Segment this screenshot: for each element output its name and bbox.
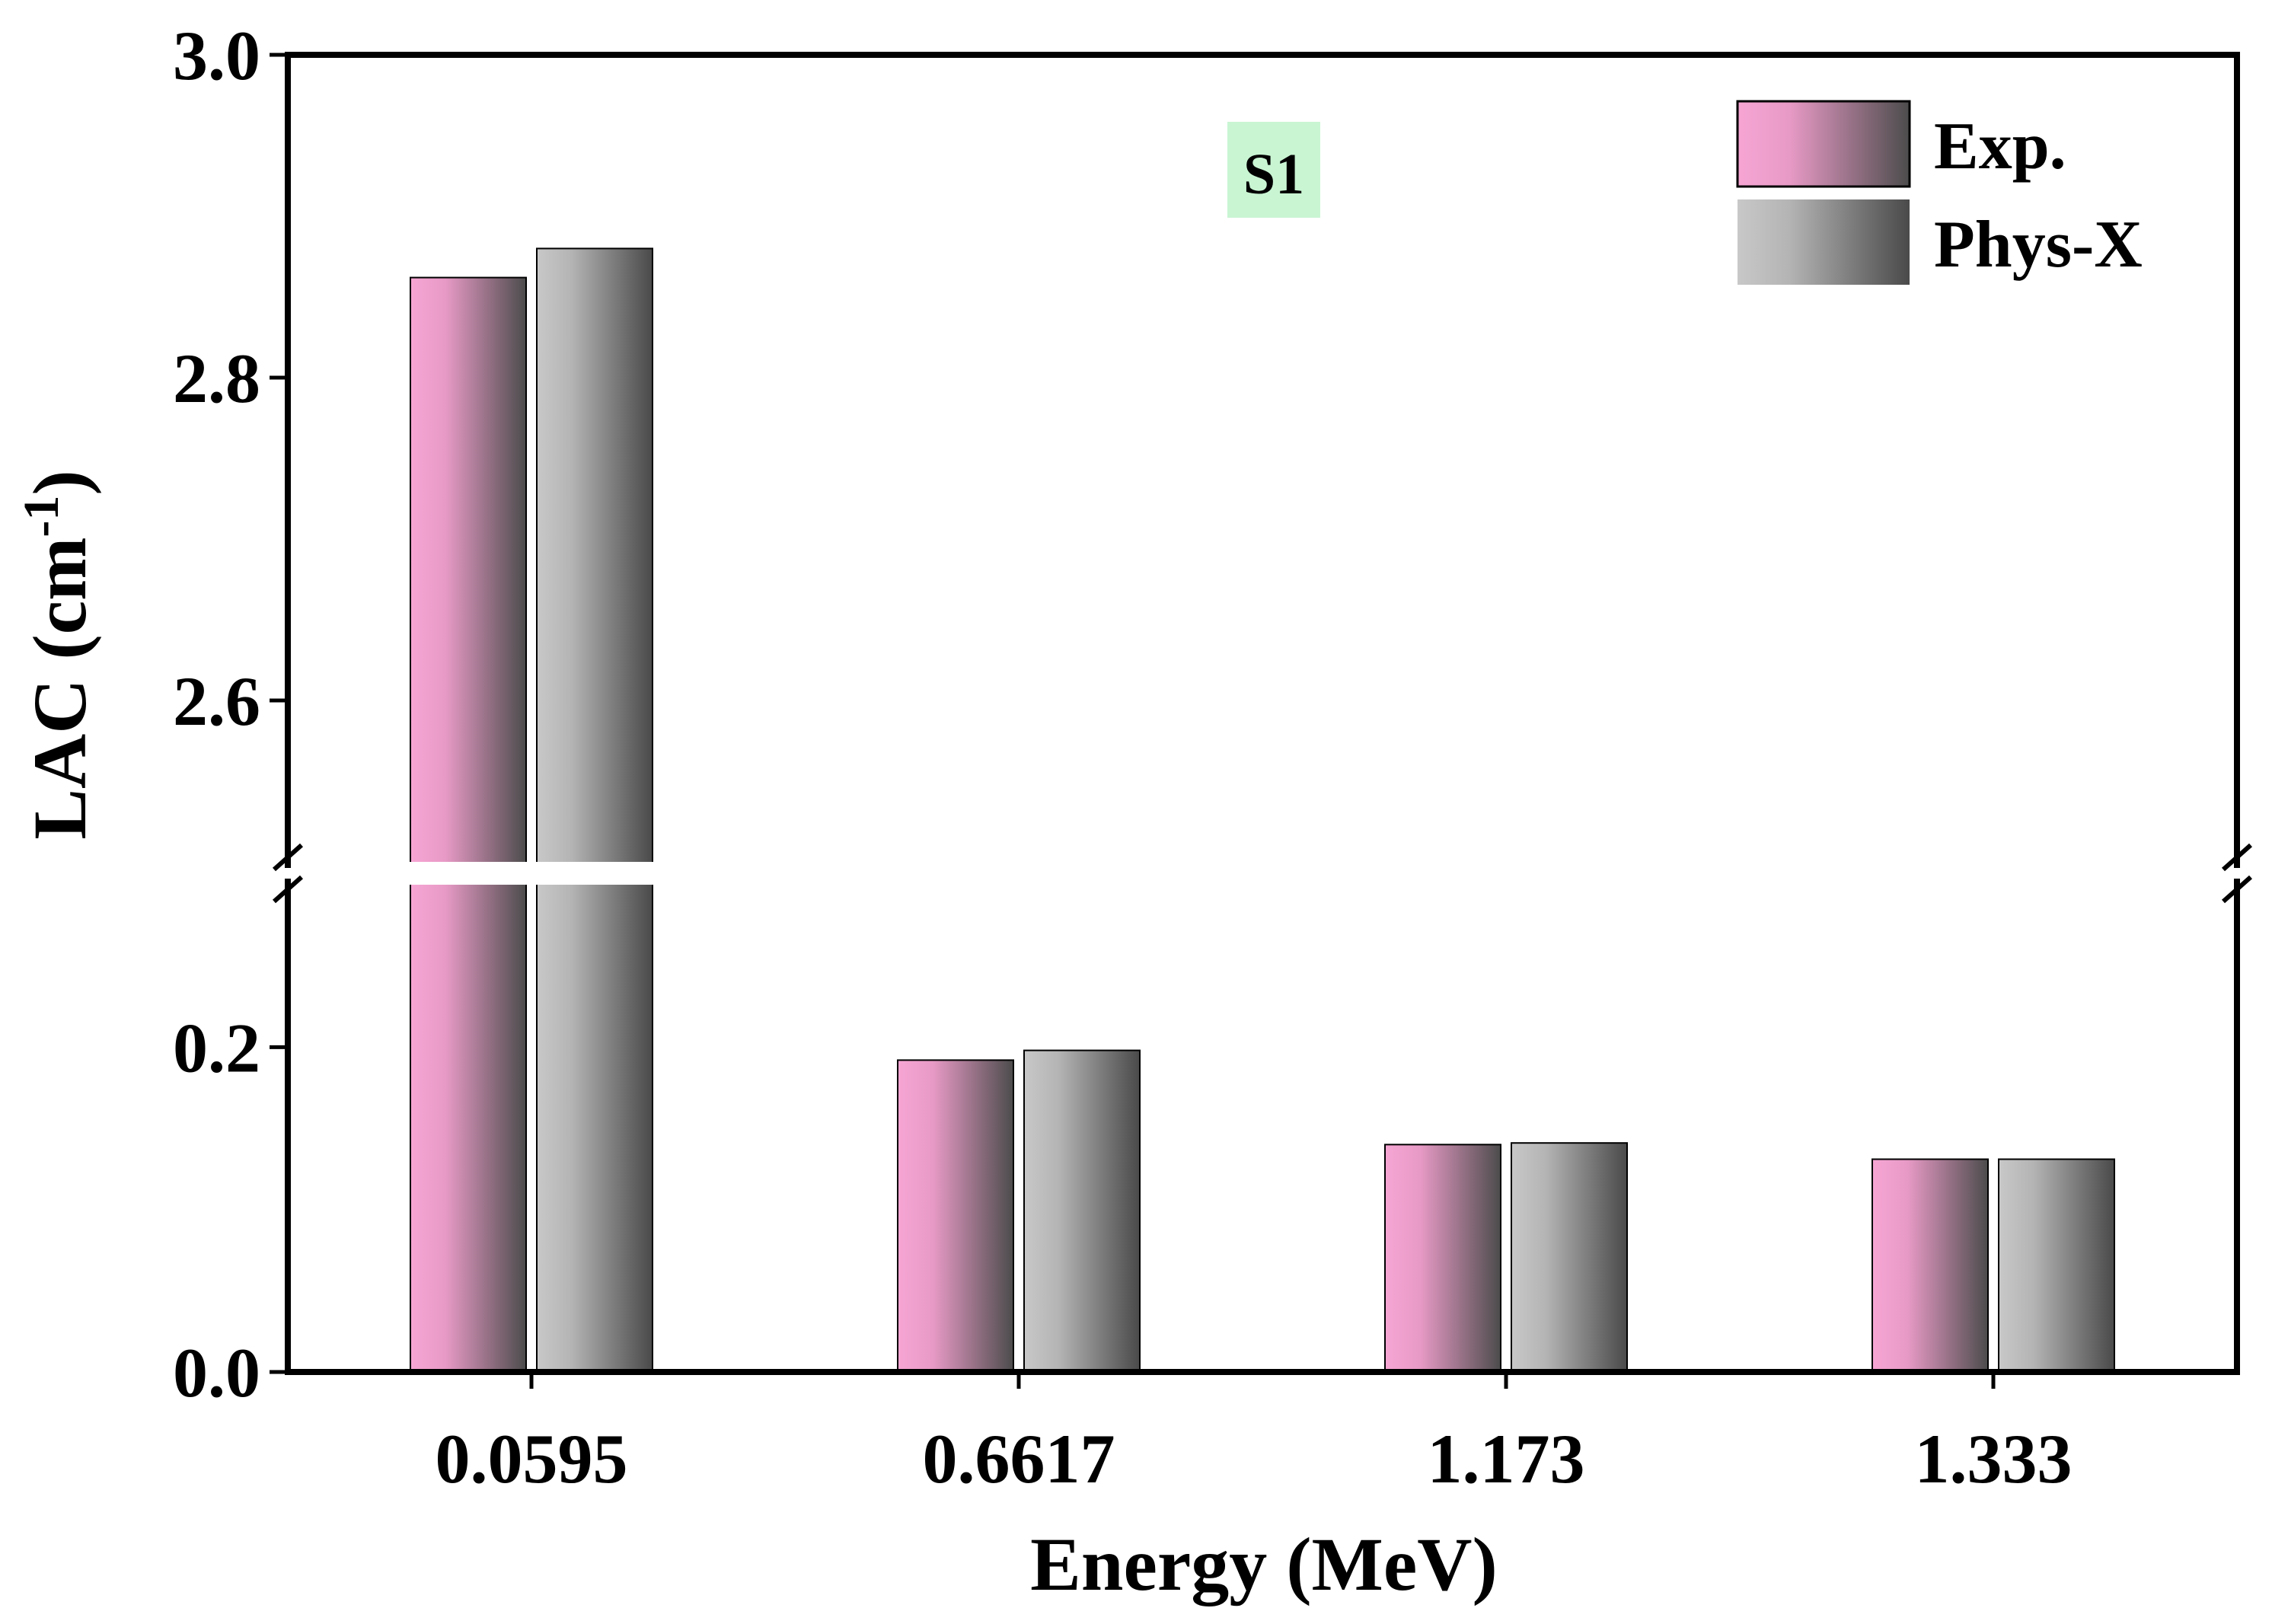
legend-label-phys-x: Phys-X [1934,208,2143,282]
y-tick-label: 0.0 [173,1334,260,1412]
ticks-layer: 0.0595 0.6617 1.173 1.333 0.0 0.2 2.6 2.8 3.0 [173,17,2073,1498]
legend-swatch-exp [1736,100,1911,188]
axis-break-mark-right-1 [2222,843,2252,872]
annotation-label: S1 [1243,142,1304,206]
annotation-background [1227,122,1320,218]
legend: Exp. Phys-X [1736,100,2143,285]
y-tick-label: 0.2 [173,1009,260,1086]
y-tick-label: 3.0 [173,17,260,94]
x-tick-label: 0.6617 [923,1420,1115,1498]
bar-exp-0-0595-break-gap [408,862,528,885]
annotation-s1: S1 [1227,122,1320,218]
bar-exp-0-0595 [410,276,527,1374]
bars-layer [408,247,2115,1374]
bar-phys-x-0-0595-break-gap [534,862,655,885]
y-axis-title-close: ) [18,470,102,495]
axis-break-mark-left-1 [273,843,303,872]
x-tick-label: 1.173 [1428,1420,1585,1498]
y-tick-label: 2.8 [173,340,260,417]
axis-break-mark-right-2 [2222,875,2252,904]
y-tick-label: 2.6 [173,662,260,740]
bar-phys-x-1-173 [1511,1142,1628,1373]
x-tick-label: 0.0595 [436,1420,628,1498]
axis-break-mark-left-2 [273,875,303,904]
bar-exp-1-333 [1872,1158,1989,1373]
legend-swatch-phys-x [1738,199,1910,285]
x-axis-title: Energy (MeV) [1030,1522,1498,1606]
bar-phys-x-0-6617 [1023,1049,1141,1373]
axes-layer [273,52,2252,1375]
legend-label-exp: Exp. [1934,110,2066,183]
y-axis-title-superscript: -1 [14,496,69,538]
x-tick-label: 1.333 [1915,1420,2073,1498]
y-axis-title: LAC (cm-1) [14,470,102,839]
bar-phys-x-1-333 [1998,1158,2115,1373]
bar-phys-x-0-0595 [536,247,653,1374]
bar-exp-1-173 [1384,1144,1501,1374]
y-axis-title-main: LAC (cm [18,538,102,840]
bar-exp-0-6617 [897,1059,1014,1374]
